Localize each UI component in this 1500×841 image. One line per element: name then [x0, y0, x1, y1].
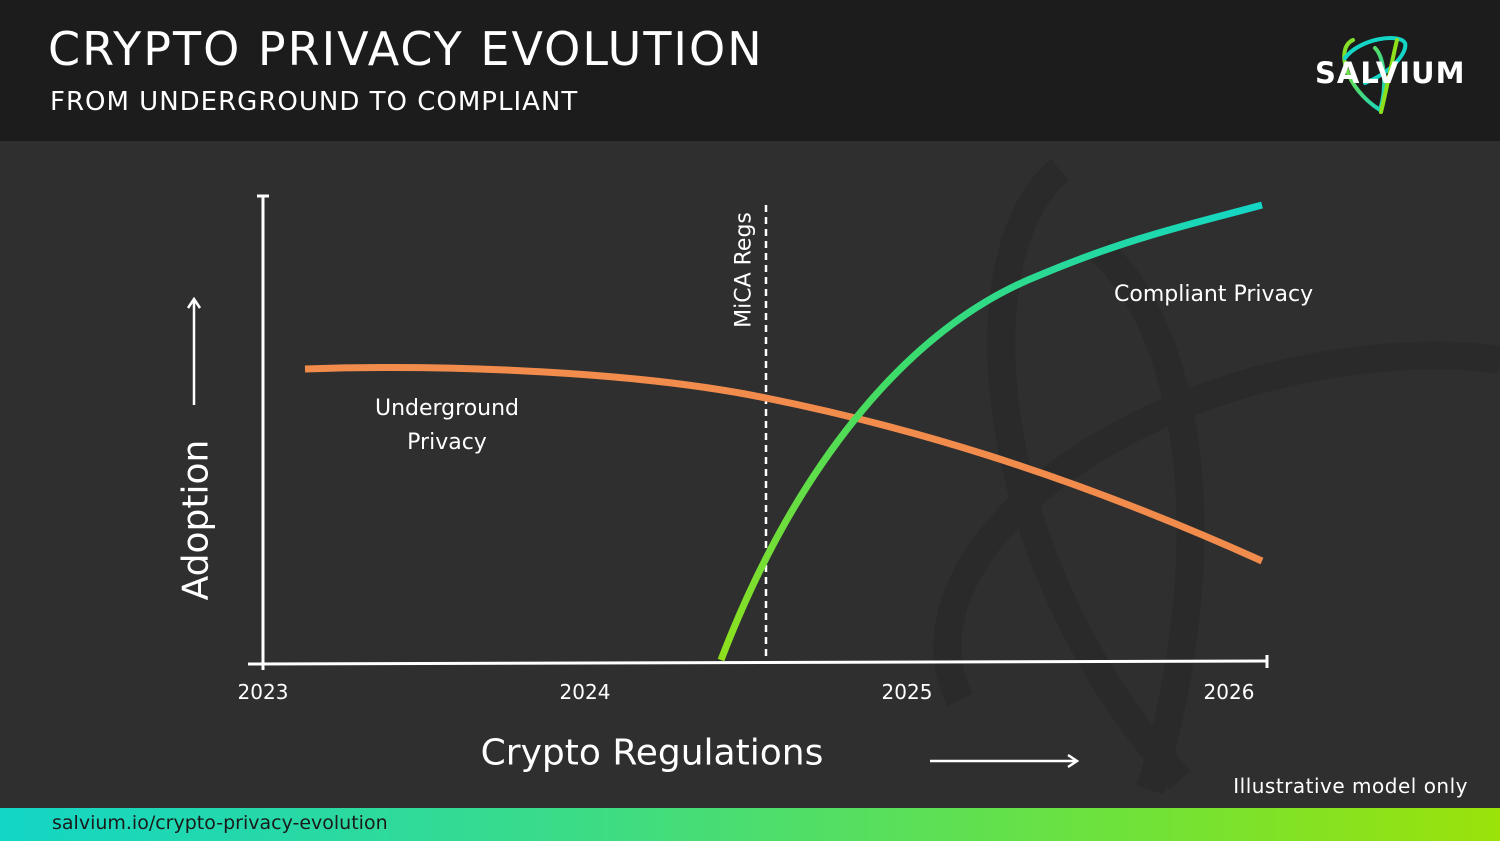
disclaimer-note: Illustrative model only — [1233, 774, 1468, 798]
y-arrow-icon — [186, 296, 202, 405]
x-axis — [247, 655, 1269, 668]
x-tick-2024: 2024 — [559, 680, 611, 704]
x-axis-label: Crypto Regulations — [480, 732, 824, 774]
y-axis-label: Adoption — [175, 439, 217, 601]
page-subtitle: FROM UNDERGROUND TO COMPLIANT — [50, 87, 579, 117]
footer-url-link[interactable]: salvium.io/crypto-privacy-evolution — [52, 812, 388, 834]
x-arrow-icon — [930, 753, 1080, 769]
header-bar: CRYPTO PRIVACY EVOLUTION FROM UNDERGROUN… — [0, 0, 1500, 141]
page-title: CRYPTO PRIVACY EVOLUTION — [48, 22, 764, 76]
underground-privacy-label: Underground Privacy — [372, 392, 522, 460]
watermark-atom-icon — [933, 159, 1500, 794]
underground-label-line2: Privacy — [407, 430, 487, 455]
salvium-logo: SALVIUM — [1305, 28, 1465, 118]
compliant-privacy-line — [717, 201, 1263, 662]
footer-bar: salvium.io/crypto-privacy-evolution — [0, 808, 1500, 841]
y-axis — [257, 194, 269, 670]
compliant-privacy-label: Compliant Privacy — [1114, 282, 1314, 307]
logo-text: SALVIUM — [1315, 56, 1466, 90]
underground-label-line1: Underground — [374, 396, 520, 421]
underground-privacy-line — [304, 364, 1264, 565]
x-tick-2026: 2026 — [1203, 680, 1255, 704]
mica-regs-label: MiCA Regs — [731, 212, 757, 328]
x-tick-2025: 2025 — [881, 680, 933, 704]
atom-orbit-icon — [1342, 36, 1408, 114]
x-tick-2023: 2023 — [237, 680, 289, 704]
